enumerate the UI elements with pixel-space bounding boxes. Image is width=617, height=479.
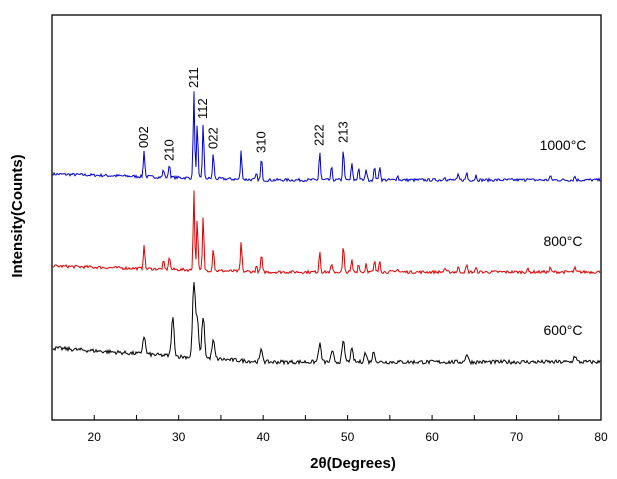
- xrd-traces: [52, 91, 601, 366]
- hkl-label: 222: [312, 124, 327, 146]
- x-tick-label: 70: [510, 430, 524, 444]
- trace-1000c: [52, 91, 601, 184]
- x-tick-label: 80: [594, 430, 608, 444]
- x-tick-label: 40: [256, 430, 270, 444]
- x-tick-label: 50: [341, 430, 355, 444]
- x-tick-label: 20: [88, 430, 102, 444]
- series-label: 800°C: [543, 233, 582, 249]
- hkl-label: 213: [335, 121, 350, 143]
- x-tick-label: 30: [172, 430, 186, 444]
- series-label: 600°C: [543, 322, 582, 338]
- plot-frame: [51, 14, 602, 421]
- x-tick-label: 60: [425, 430, 439, 444]
- trace-800c: [52, 190, 601, 275]
- hkl-label: 211: [186, 67, 201, 88]
- y-axis-label: Intensity(Counts): [9, 154, 26, 277]
- hkl-label: 002: [136, 126, 151, 148]
- hkl-label: 210: [161, 139, 176, 161]
- hkl-label: 022: [205, 127, 220, 149]
- x-axis-ticks: 20 30 40 50 60 70 80: [51, 415, 608, 444]
- series-label: 1000°C: [540, 137, 587, 153]
- x-axis-label: 2θ(Degrees): [310, 455, 396, 472]
- hkl-label: 112: [195, 98, 210, 119]
- series-labels: 1000°C 800°C 600°C: [540, 137, 587, 338]
- trace-600c: [52, 282, 601, 366]
- hkl-label: 310: [253, 131, 268, 153]
- hkl-annotations: 002 210 211 112 022 310 222 213: [136, 67, 350, 161]
